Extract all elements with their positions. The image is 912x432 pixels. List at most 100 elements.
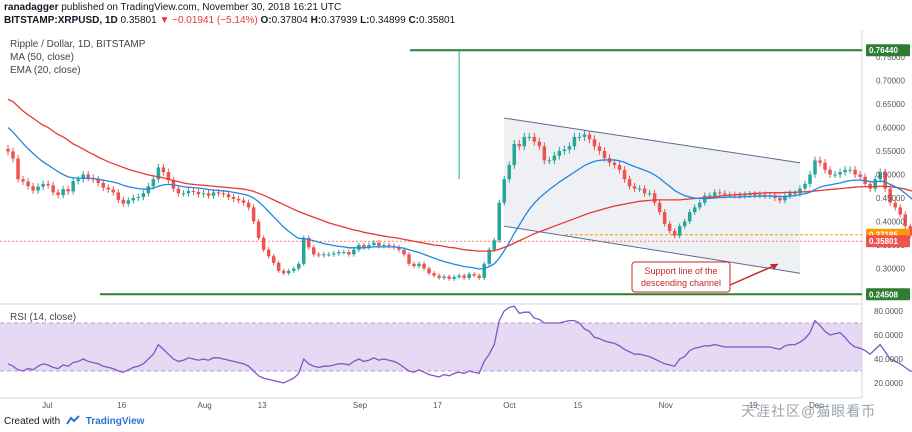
candle-body xyxy=(597,146,602,151)
candle-body xyxy=(201,193,206,195)
candle-body xyxy=(848,169,852,171)
candle-body xyxy=(798,188,802,194)
annotation-box xyxy=(631,261,731,293)
candle-body xyxy=(362,245,366,248)
channel-lower-line xyxy=(504,225,801,274)
candle-body xyxy=(31,186,35,191)
candle-body xyxy=(718,192,722,194)
low-label: L: xyxy=(360,15,370,26)
time-tick-label: Sep xyxy=(353,401,368,410)
candle-body xyxy=(507,165,512,180)
candle-body xyxy=(412,263,416,267)
candle-body xyxy=(221,193,226,195)
candle-body xyxy=(402,249,406,255)
candle-body xyxy=(266,249,271,257)
candle-body xyxy=(557,151,562,156)
candle-body xyxy=(327,254,331,256)
price-tick-label: 0.70000 xyxy=(876,77,905,86)
candle-body xyxy=(101,182,105,188)
candle-body xyxy=(667,223,672,231)
rsi-tick-label: 20.0000 xyxy=(874,379,903,388)
legend-title[interactable]: Ripple / Dollar, 1D, BITSTAMP xyxy=(10,39,146,50)
candle-body xyxy=(723,193,727,195)
watermark: 天涯社区@猫眼看币 xyxy=(741,403,877,419)
candle-body xyxy=(487,249,491,264)
ema20-line xyxy=(7,127,912,270)
candle-body xyxy=(306,237,311,248)
candle-body xyxy=(467,274,471,278)
open-value: 0.37804 xyxy=(271,15,308,26)
candle-body xyxy=(106,187,111,190)
tradingview-logo-icon xyxy=(66,415,80,425)
candle-body xyxy=(738,195,742,197)
annotation-arrow-head xyxy=(770,264,778,270)
candle-body xyxy=(21,179,25,182)
candle-body xyxy=(317,254,321,256)
candle-body xyxy=(131,198,136,201)
legend-rsi[interactable]: RSI (14, close) xyxy=(10,312,77,323)
symbol-name[interactable]: BITSTAMP:XRPUSD, 1D xyxy=(4,15,118,26)
legend-ma[interactable]: MA (50, close) xyxy=(10,52,74,63)
time-tick-label: 15 xyxy=(573,401,582,410)
price-tick-label: 0.65000 xyxy=(876,100,905,109)
candle-body xyxy=(146,186,151,194)
candle-body xyxy=(883,172,887,189)
candle-body xyxy=(11,151,15,159)
candle-body xyxy=(301,237,306,264)
candle-body xyxy=(241,200,246,203)
candle-body xyxy=(191,190,196,192)
candle-body xyxy=(823,162,827,170)
candle-body xyxy=(116,192,121,200)
candle-body xyxy=(632,186,637,189)
candle-body xyxy=(422,263,426,269)
rsi-tick-label: 80.0000 xyxy=(874,307,903,316)
channel-upper-line xyxy=(504,117,801,164)
candle-body xyxy=(226,194,231,198)
price-label-text: 0.76440 xyxy=(869,46,898,55)
candle-body xyxy=(51,185,55,193)
candle-body xyxy=(788,193,792,196)
legend-ema[interactable]: EMA (20, close) xyxy=(10,65,81,76)
candle-body xyxy=(332,253,336,255)
high-label: H: xyxy=(310,15,322,26)
candle-body xyxy=(251,207,256,222)
candle-body xyxy=(587,134,592,140)
author-name[interactable]: ranadagger xyxy=(4,2,59,13)
rsi-line xyxy=(7,305,912,384)
candle-body xyxy=(181,193,186,195)
candle-body xyxy=(482,263,486,278)
candle-body xyxy=(352,249,356,255)
candle-body xyxy=(196,191,201,195)
candle-body xyxy=(372,242,376,245)
price-tick-label: 0.30000 xyxy=(876,265,905,274)
candle-body xyxy=(692,207,697,213)
time-tick-label: Aug xyxy=(197,401,211,410)
high-value: 0.37939 xyxy=(321,15,358,26)
time-tick-label: Jul xyxy=(42,401,52,410)
candle-body xyxy=(141,193,146,198)
candle-body xyxy=(387,245,391,246)
publish-header: ranadagger published on TradingView.com,… xyxy=(4,2,341,13)
candle-body xyxy=(833,174,837,176)
tradingview-brand[interactable]: TradingView xyxy=(85,416,145,427)
candle-body xyxy=(61,189,65,196)
price-tick-label: 0.40000 xyxy=(876,218,905,227)
candle-body xyxy=(783,195,787,201)
candle-body xyxy=(793,193,797,195)
candle-body xyxy=(161,167,166,173)
open-label: O: xyxy=(260,15,272,26)
candle-body xyxy=(367,245,371,248)
candle-body xyxy=(853,169,857,175)
candle-body xyxy=(477,275,481,278)
candle-body xyxy=(602,151,607,159)
candle-body xyxy=(156,167,161,180)
footer: Created with TradingView xyxy=(4,415,144,427)
price-tick-label: 0.45000 xyxy=(876,194,905,203)
close-label: C: xyxy=(408,15,420,26)
candle-body xyxy=(236,198,241,201)
price-tick-label: 0.60000 xyxy=(876,124,905,133)
candle-body xyxy=(382,245,386,246)
candle-body xyxy=(322,254,326,256)
candle-body xyxy=(532,136,537,142)
